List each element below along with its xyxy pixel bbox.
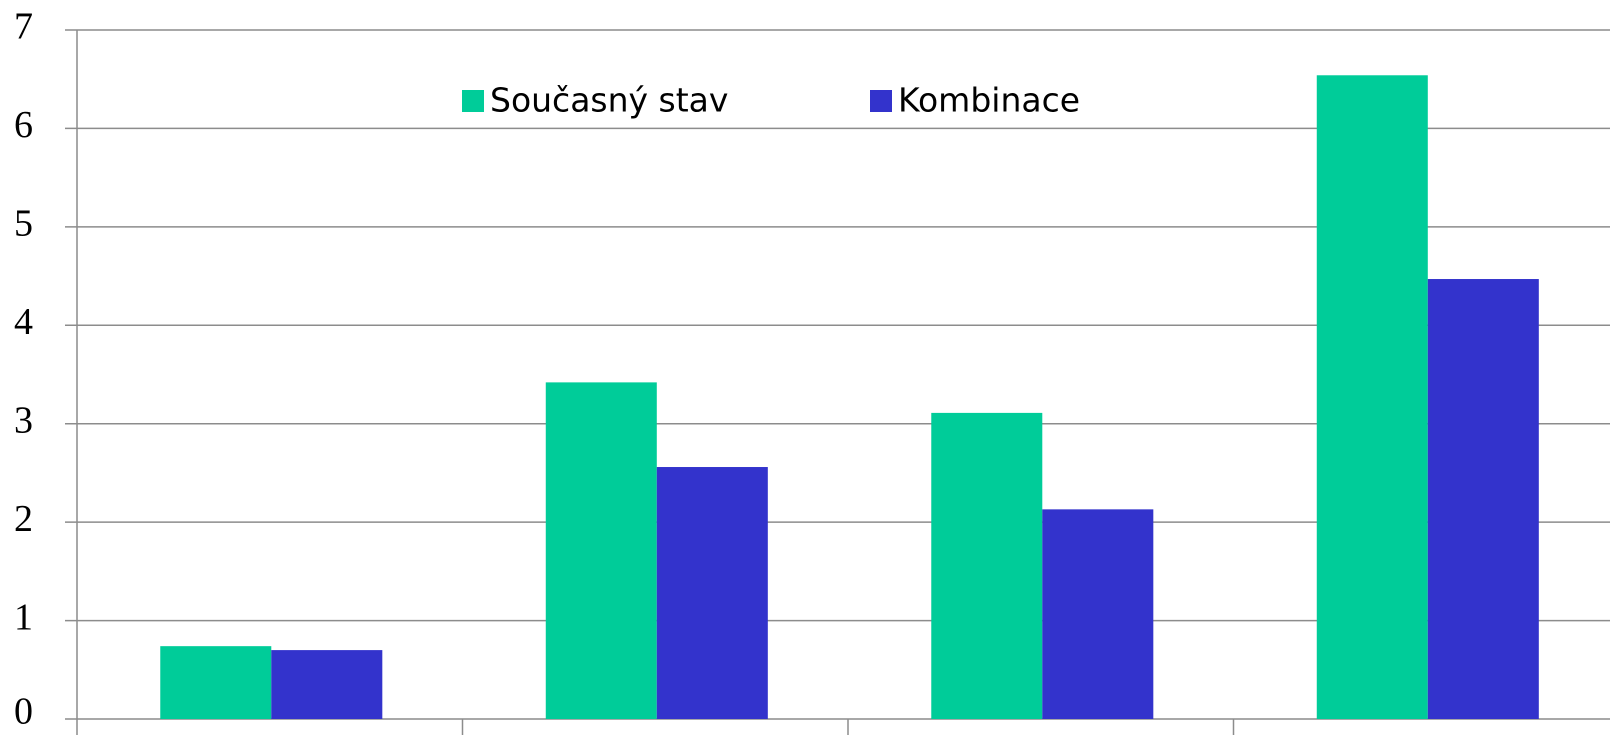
bar <box>271 650 383 719</box>
legend-label: Kombinace <box>898 81 1080 120</box>
y-tick-label: 2 <box>14 498 33 540</box>
y-tick-label: 7 <box>14 6 33 48</box>
bar <box>1316 75 1428 719</box>
y-tick-label: 4 <box>14 301 33 343</box>
y-tick-label: 3 <box>14 399 33 441</box>
bar <box>1427 279 1539 719</box>
y-tick-label: 6 <box>14 104 33 146</box>
bar <box>931 412 1043 719</box>
legend-swatch <box>870 90 892 112</box>
y-tick-label: 0 <box>14 691 33 733</box>
bar <box>160 646 272 719</box>
y-tick-label: 5 <box>14 203 33 245</box>
y-tick-label: 1 <box>14 596 33 638</box>
legend-label: Současný stav <box>490 81 728 120</box>
bar <box>545 382 657 719</box>
legend-swatch <box>462 90 484 112</box>
bar <box>656 467 768 719</box>
bar <box>1042 509 1154 719</box>
